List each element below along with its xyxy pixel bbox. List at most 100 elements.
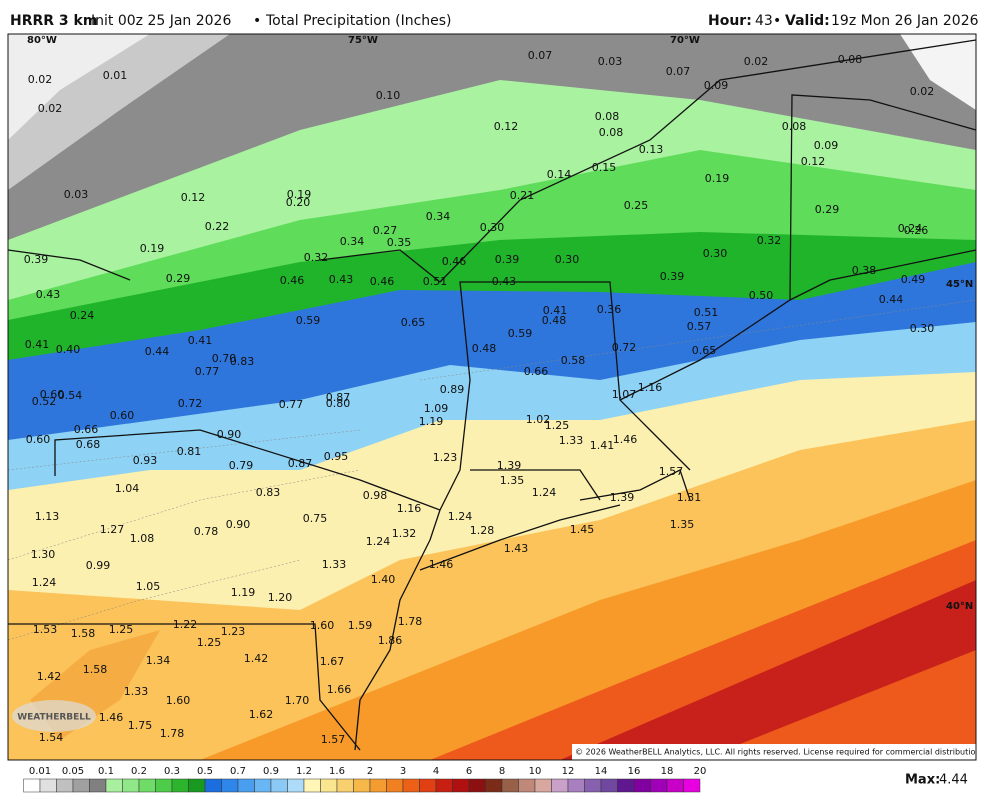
point-value: 1.25 bbox=[197, 636, 222, 649]
point-value: 1.46 bbox=[429, 558, 454, 571]
colorbar-label: 18 bbox=[661, 766, 674, 777]
point-value: 0.90 bbox=[217, 428, 242, 441]
point-value: 1.05 bbox=[136, 580, 161, 593]
point-value: 1.60 bbox=[166, 694, 191, 707]
colorbar-cell bbox=[336, 778, 354, 793]
colorbar-cell bbox=[155, 778, 173, 793]
point-value: 0.52 bbox=[32, 395, 57, 408]
point-value: 0.49 bbox=[901, 273, 926, 286]
point-value: 1.62 bbox=[249, 708, 274, 721]
point-value: 0.12 bbox=[181, 191, 206, 204]
point-value: 0.43 bbox=[329, 273, 354, 286]
latitude-label: 40°N bbox=[946, 601, 973, 612]
point-value: 0.15 bbox=[592, 161, 617, 174]
point-value: 0.72 bbox=[178, 397, 203, 410]
point-value: 1.32 bbox=[392, 527, 417, 540]
colorbar-label: 10 bbox=[529, 766, 542, 777]
point-value: 1.04 bbox=[115, 482, 140, 495]
point-value: 1.24 bbox=[532, 486, 557, 499]
point-value: 0.50 bbox=[749, 289, 774, 302]
point-value: 0.01 bbox=[103, 69, 128, 82]
longitude-label: 70°W bbox=[670, 35, 700, 46]
point-value: 0.65 bbox=[692, 344, 717, 357]
point-value: 0.22 bbox=[205, 220, 230, 233]
point-value: 0.43 bbox=[36, 288, 61, 301]
point-value: 0.41 bbox=[188, 334, 213, 347]
point-value: 0.39 bbox=[660, 270, 685, 283]
point-value: 1.30 bbox=[31, 548, 56, 561]
colorbar-cell bbox=[666, 778, 684, 793]
point-value: 0.57 bbox=[687, 320, 712, 333]
point-value: 1.60 bbox=[310, 619, 335, 632]
point-value: 0.14 bbox=[547, 168, 572, 181]
colorbar-cell bbox=[584, 778, 602, 793]
point-value: 1.23 bbox=[433, 451, 458, 464]
point-value: 1.43 bbox=[504, 542, 529, 555]
point-value: 1.16 bbox=[638, 381, 663, 394]
colorbar-cell bbox=[402, 778, 420, 793]
colorbar-cell bbox=[551, 778, 569, 793]
point-value: 1.42 bbox=[244, 652, 269, 665]
point-value: 0.26 bbox=[904, 224, 929, 237]
point-value: 0.29 bbox=[815, 203, 840, 216]
colorbar-cell bbox=[518, 778, 536, 793]
point-value: 0.60 bbox=[40, 388, 65, 401]
point-value: 1.67 bbox=[320, 655, 345, 668]
colorbar-cell bbox=[419, 778, 437, 793]
point-value: 0.87 bbox=[326, 391, 351, 404]
point-value: 0.87 bbox=[288, 457, 313, 470]
longitude-label: 80°W bbox=[27, 35, 57, 46]
point-value: 1.86 bbox=[378, 634, 403, 647]
point-value: 1.24 bbox=[448, 510, 473, 523]
point-value: 1.07 bbox=[612, 388, 637, 401]
colorbar-cell bbox=[72, 778, 90, 793]
colorbar-label: 0.2 bbox=[131, 766, 147, 777]
point-value: 1.23 bbox=[221, 625, 246, 638]
copyright: © 2026 WeatherBELL Analytics, LLC. All r… bbox=[575, 748, 983, 757]
point-value: 1.46 bbox=[99, 711, 124, 724]
max-label: Max: bbox=[905, 773, 940, 788]
colorbar-cell bbox=[617, 778, 635, 793]
point-value: 0.46 bbox=[370, 275, 395, 288]
colorbar-label: 14 bbox=[595, 766, 608, 777]
colorbar-label: 1.2 bbox=[296, 766, 312, 777]
init-time: Init 00z 25 Jan 2026 bbox=[91, 13, 231, 29]
point-value: 0.08 bbox=[782, 120, 807, 133]
point-value: 0.32 bbox=[757, 234, 782, 247]
point-value: 0.24 bbox=[898, 222, 923, 235]
valid-label: Valid: bbox=[785, 13, 830, 29]
colorbar-cell bbox=[39, 778, 57, 793]
point-value: 1.02 bbox=[526, 413, 551, 426]
point-value: 0.12 bbox=[494, 120, 519, 133]
point-value: 1.57 bbox=[321, 733, 346, 746]
point-value: 0.46 bbox=[280, 274, 305, 287]
colorbar-cell bbox=[468, 778, 486, 793]
model-name: HRRR 3 km bbox=[10, 13, 97, 29]
point-value: 0.60 bbox=[110, 409, 135, 422]
state-borders bbox=[8, 39, 976, 751]
field-name: Total Precipitation (Inches) bbox=[265, 13, 452, 29]
point-value: 0.51 bbox=[694, 306, 719, 319]
point-value: 1.34 bbox=[146, 654, 171, 667]
point-value: 1.66 bbox=[327, 683, 352, 696]
point-value: 0.27 bbox=[373, 224, 398, 237]
colorbar-cell bbox=[452, 778, 470, 793]
point-value: 1.58 bbox=[83, 663, 108, 676]
colorbar-label: 0.7 bbox=[230, 766, 246, 777]
point-value: 0.95 bbox=[324, 450, 349, 463]
point-value: 0.79 bbox=[229, 459, 254, 472]
point-value: 0.51 bbox=[423, 275, 448, 288]
point-value: 0.77 bbox=[279, 398, 304, 411]
point-value: 1.42 bbox=[37, 670, 62, 683]
point-value: 0.24 bbox=[70, 309, 95, 322]
colorbar-label: 0.1 bbox=[98, 766, 114, 777]
colorbar-cell bbox=[138, 778, 156, 793]
colorbar-cell bbox=[353, 778, 371, 793]
point-value: 0.48 bbox=[472, 342, 497, 355]
point-value: 1.25 bbox=[545, 419, 570, 432]
colorbar-cell bbox=[320, 778, 338, 793]
point-value: 0.99 bbox=[86, 559, 111, 572]
point-value: 1.22 bbox=[173, 618, 198, 631]
colorbar-cell bbox=[501, 778, 519, 793]
